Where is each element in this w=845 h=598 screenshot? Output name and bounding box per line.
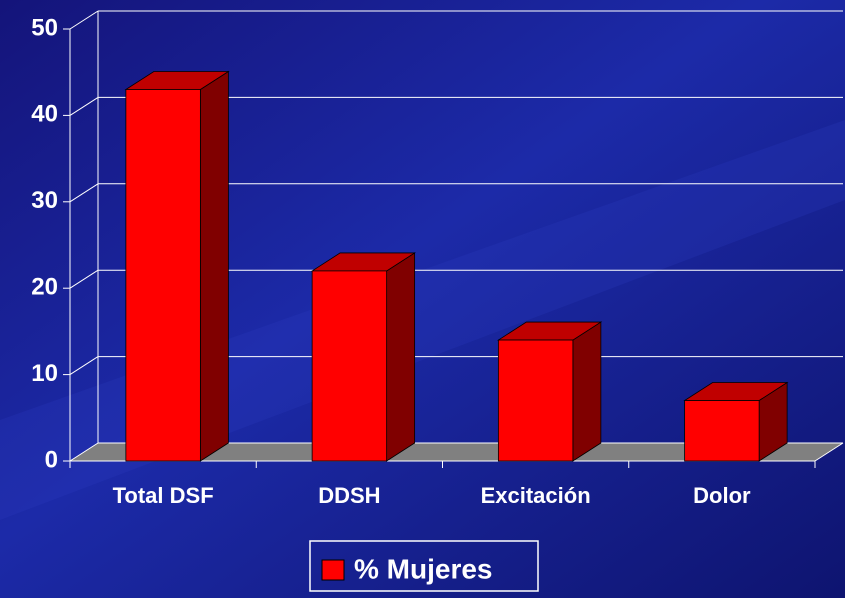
x-tick-label: DDSH [318, 483, 380, 508]
bar [125, 89, 201, 462]
bar [311, 270, 388, 462]
y-tick-label: 50 [31, 14, 58, 41]
x-axis-edge [814, 442, 844, 462]
bar-side [386, 252, 416, 462]
legend-box [309, 540, 539, 592]
bar [684, 400, 760, 462]
y-tick-label: 20 [31, 274, 58, 301]
bar-side [199, 70, 229, 462]
bar-side [572, 321, 602, 462]
x-tick-label: Dolor [693, 483, 751, 508]
y-tick-label: 40 [31, 101, 58, 128]
grid-line [69, 96, 99, 116]
legend-label: % Mujeres [354, 553, 493, 584]
y-tick-label: 10 [31, 360, 58, 387]
bar [497, 339, 574, 462]
y-tick-label: 30 [31, 187, 58, 214]
grid-line [69, 10, 99, 30]
grid-line [69, 269, 99, 289]
legend-swatch [321, 559, 345, 581]
y-tick-label: 0 [45, 446, 58, 473]
grid-line [69, 442, 99, 462]
grid-line [69, 183, 99, 203]
grid-line [69, 356, 99, 376]
x-tick-label: Total DSF [113, 483, 214, 508]
floor [70, 443, 843, 461]
x-tick-label: Excitación [481, 483, 591, 508]
